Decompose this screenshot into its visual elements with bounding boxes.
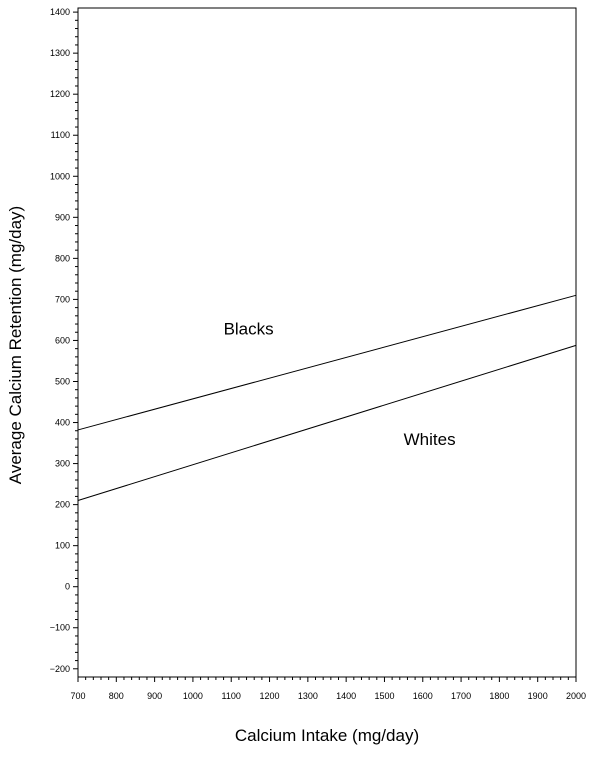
x-tick-label: 1400 (336, 691, 356, 701)
y-tick-label: −200 (50, 664, 70, 674)
series-line-whites (77, 344, 577, 501)
x-tick-label: 1000 (183, 691, 203, 701)
y-tick-label: 0 (65, 582, 70, 592)
y-tick-label: 1300 (50, 48, 70, 58)
x-tick-label: 1300 (298, 691, 318, 701)
series-lines (77, 294, 577, 501)
y-tick-label: 1200 (50, 89, 70, 99)
y-axis-title: Average Calcium Retention (mg/day) (6, 206, 25, 484)
series-labels: Blacks Whites (224, 319, 456, 449)
x-tick-label: 900 (147, 691, 162, 701)
y-tick-label: 1400 (50, 7, 70, 17)
y-tick-label: −100 (50, 623, 70, 633)
x-tick-label: 1100 (222, 691, 241, 701)
x-axis: 700 800 900 1000 1100 1200 1300 1400 1500 1600 170… (70, 677, 586, 701)
x-tick-label: 1700 (451, 691, 471, 701)
y-tick-label: 400 (55, 418, 70, 428)
x-tick-label: 800 (109, 691, 124, 701)
y-tick-label: 200 (55, 500, 70, 510)
x-tick-label: 1200 (260, 691, 280, 701)
y-tick-label: 700 (55, 294, 70, 304)
x-tick-label: 1600 (413, 691, 433, 701)
y-tick-label: 100 (55, 541, 70, 551)
plot-frame (77, 7, 577, 678)
y-tick-label: 1000 (50, 171, 70, 181)
y-tick-label: 900 (55, 212, 70, 222)
y-tick-label: 1100 (51, 130, 70, 140)
x-axis-title: Calcium Intake (mg/day) (235, 726, 419, 745)
y-tick-label: 300 (55, 459, 70, 469)
x-tick-label: 1500 (374, 691, 394, 701)
x-tick-label: 1900 (528, 691, 548, 701)
x-tick-label: 1800 (489, 691, 509, 701)
series-label-blacks: Blacks (224, 319, 274, 338)
x-tick-label: 2000 (566, 691, 586, 701)
y-tick-label: 600 (55, 335, 70, 345)
series-label-whites: Whites (404, 430, 456, 449)
x-tick-label: 700 (70, 691, 85, 701)
series-line-blacks (77, 294, 577, 431)
y-tick-label: 800 (55, 253, 70, 263)
y-tick-label: 500 (55, 376, 70, 386)
y-axis: −200 −100 0 100 200 300 400 500 600 700 800 900 1000… (50, 7, 78, 674)
